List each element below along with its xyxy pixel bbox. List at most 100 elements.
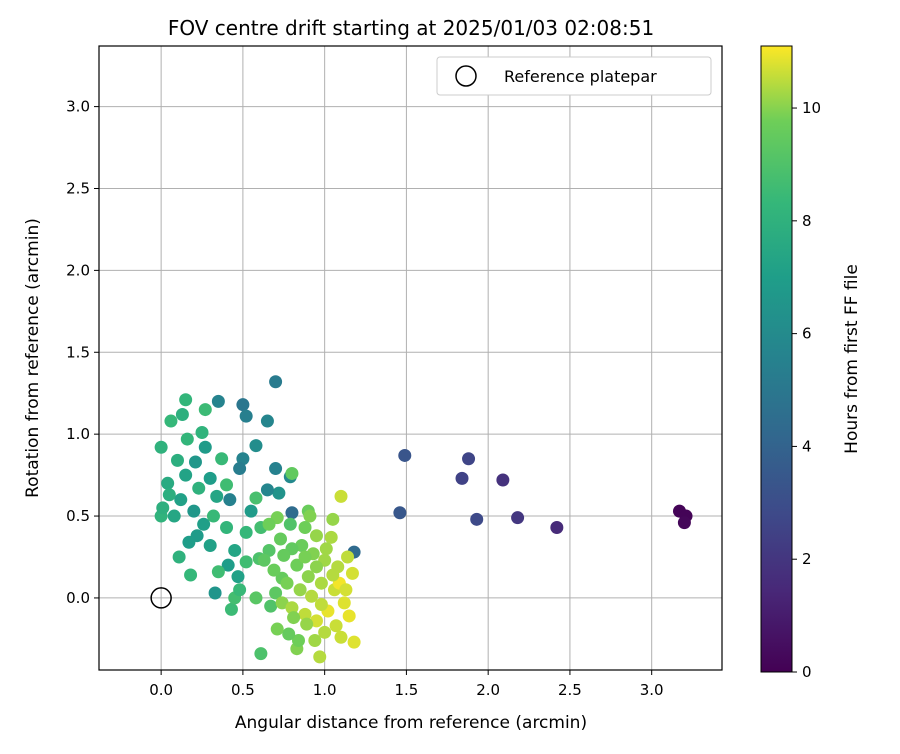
data-point [231,570,245,584]
data-point [262,517,276,531]
data-point [223,493,237,507]
data-point [269,375,283,389]
data-point [277,548,291,562]
data-point [167,509,181,523]
data-point [280,576,294,590]
data-point [221,558,235,572]
x-tick-label: 2.0 [476,681,500,699]
y-tick-label: 0.5 [66,507,90,525]
data-point [275,596,289,610]
data-point [197,517,211,531]
data-point [334,630,348,644]
data-point [677,516,691,530]
x-tick-label: 1.5 [394,681,418,699]
data-point [192,481,206,495]
data-point [257,553,271,567]
data-point [244,504,258,518]
data-point [156,501,170,515]
data-point [326,512,340,526]
data-point [210,489,224,503]
data-point [170,453,184,467]
data-point [314,597,328,611]
y-tick-label: 1.0 [66,425,90,443]
data-points [154,375,693,664]
data-point [285,506,299,520]
data-point [313,650,327,664]
colorbar-tick-label: 4 [802,437,812,455]
y-tick-label: 0.0 [66,589,90,607]
colorbar-gradient [760,45,793,673]
data-point [184,568,198,582]
y-tick-label: 2.0 [66,261,90,279]
data-point [290,558,304,572]
data-point [270,622,284,636]
data-point [293,583,307,597]
data-point [283,517,297,531]
data-point [314,576,328,590]
data-point [175,408,189,422]
data-point [334,489,348,503]
colorbar-tick-label: 0 [802,663,812,681]
data-point [198,403,212,417]
data-point [298,550,312,564]
data-point [262,543,276,557]
data-point [319,542,333,556]
legend-marker-icon [455,65,477,87]
data-point [162,488,176,502]
data-point [298,521,312,535]
data-point [233,583,247,597]
data-point [455,471,469,485]
colorbar-ticks: 0 2 4 6 8 10 [792,99,821,681]
data-point [291,634,305,648]
data-point [233,462,247,476]
chart-title: FOV centre drift starting at 2025/01/03 … [168,16,654,40]
legend-label: Reference platepar [504,67,657,86]
data-point [345,566,359,580]
reference-marker-group [150,587,172,609]
data-point [180,432,194,446]
data-point [282,627,296,641]
data-point [337,596,351,610]
data-point [272,486,286,500]
data-point [295,539,309,553]
x-tick-label: 2.5 [558,681,582,699]
data-point [260,483,274,497]
colorbar-tick-label: 8 [802,212,812,230]
data-point [239,555,253,569]
data-point [398,448,412,462]
data-point [301,570,315,584]
data-point [179,468,193,482]
x-tick-label: 0.0 [149,681,173,699]
colorbar-tick-label: 2 [802,550,812,568]
data-point [298,607,312,621]
x-tick-label: 3.0 [640,681,664,699]
data-point [174,493,188,507]
data-point [203,471,217,485]
x-tick-label: 0.5 [231,681,255,699]
data-point [347,635,361,649]
grid-lines [99,46,722,670]
data-point [206,509,220,523]
data-point [269,462,283,476]
data-point [305,589,319,603]
data-point [228,543,242,557]
y-tick-label: 1.5 [66,343,90,361]
data-point [309,614,323,628]
data-point [239,409,253,423]
data-point [161,476,175,490]
data-point [164,414,178,428]
data-point [254,647,268,661]
data-point [329,619,343,633]
data-point [179,393,193,407]
data-point [203,539,217,553]
data-point [220,521,234,535]
data-point [211,394,225,408]
data-point [188,455,202,469]
data-point [318,625,332,639]
x-tick-label: 1.0 [313,681,337,699]
data-point [393,506,407,520]
data-point [215,452,229,466]
data-point [208,586,222,600]
colorbar: 0 2 4 6 8 10 Hours from first FF file [760,45,862,681]
